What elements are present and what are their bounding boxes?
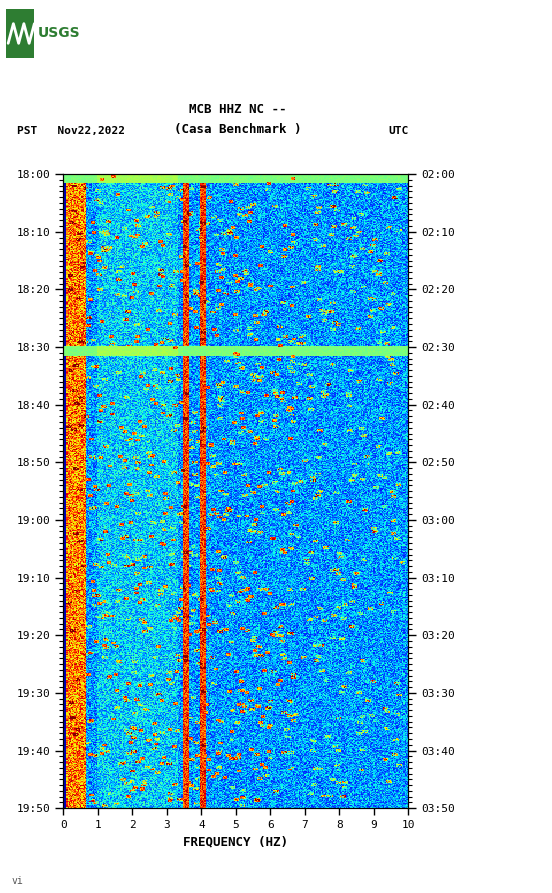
- Text: PST   Nov22,2022: PST Nov22,2022: [17, 126, 125, 136]
- X-axis label: FREQUENCY (HZ): FREQUENCY (HZ): [183, 836, 289, 848]
- Text: (Casa Benchmark ): (Casa Benchmark ): [174, 122, 301, 136]
- Text: MCB HHZ NC --: MCB HHZ NC --: [189, 103, 286, 116]
- Text: USGS: USGS: [38, 27, 81, 40]
- FancyBboxPatch shape: [6, 9, 34, 58]
- Text: UTC: UTC: [388, 126, 408, 136]
- Text: vi: vi: [11, 876, 23, 886]
